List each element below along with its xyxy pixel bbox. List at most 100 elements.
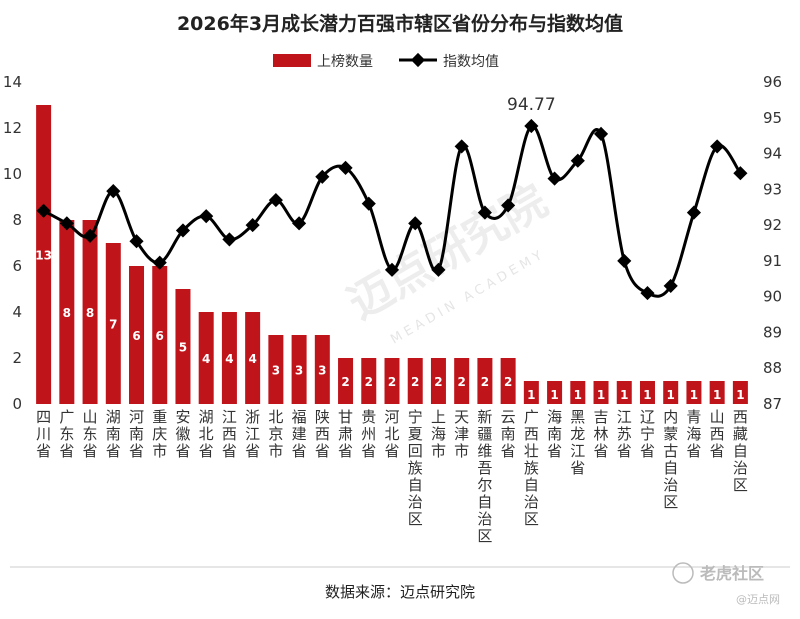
bar [152,266,168,404]
left-tick-label: 8 [12,211,22,229]
bar-value-label: 1 [736,388,744,402]
category-label: 云南省 [501,408,516,460]
category-label: 江苏省 [617,408,632,460]
line-point [686,205,702,220]
bar-value-label: 1 [620,388,628,402]
category-label: 宁夏回族自治区 [408,408,423,528]
bar-value-label: 2 [341,375,349,389]
bar [175,289,191,404]
line-point [593,126,609,141]
category-label: 河北省 [384,408,399,460]
line-point [477,205,492,220]
bar-value-label: 8 [86,306,94,320]
category-label: 内蒙古自治区 [663,408,678,511]
line-point [384,262,400,277]
category-label: 湖北省 [199,408,214,460]
line-series: 94.77 [36,95,748,301]
bar-value-label: 4 [225,352,233,366]
line-point [361,196,376,211]
bar-value-label: 3 [272,364,280,378]
tiger-logo-icon [672,562,694,584]
bar [59,220,75,404]
bar [663,381,679,404]
bar [500,358,516,404]
left-tick-label: 6 [12,257,22,275]
bar [593,381,609,404]
bar [570,381,586,404]
line-point [570,153,585,168]
bar [709,381,725,404]
category-label: 西藏自治区 [733,408,748,494]
bar-value-label: 1 [643,388,651,402]
bar [477,358,493,404]
bar-value-label: 2 [411,375,419,389]
line-point [501,198,516,213]
category-label: 新疆维吾尔自治区 [477,408,492,545]
bar [314,335,330,404]
legend-bar-swatch [273,54,311,67]
bar [268,335,284,404]
bar [639,381,655,404]
bar [523,381,539,404]
line-point [547,171,562,186]
category-label: 吉林省 [594,408,609,460]
bar-value-label: 7 [109,318,117,332]
right-tick-label: 94 [763,145,782,163]
bar [36,105,52,404]
category-label: 天津市 [454,408,469,460]
bar-value-label: 13 [35,249,52,263]
chart-title: 2026年3月成长潜力百强市辖区省份分布与指数均值 [177,12,623,35]
bar [430,358,446,404]
bar [384,358,400,404]
left-tick-label: 12 [3,119,22,137]
line-point [710,139,725,154]
bar-value-label: 1 [550,388,558,402]
bar-value-label: 1 [690,388,698,402]
bar-value-label: 4 [248,352,256,366]
line-point [222,232,237,247]
right-tick-label: 90 [763,288,782,306]
bar [245,312,261,404]
bar-value-label: 1 [597,388,605,402]
bar-value-label: 3 [318,364,326,378]
bar [105,243,121,404]
line-point [338,160,353,175]
bar-value-label: 6 [132,329,140,343]
right-tick-label: 95 [763,109,782,127]
legend: 上榜数量 指数均值 [273,52,499,70]
bar [338,358,354,404]
source-note: 数据来源：迈点研究院 [325,583,475,601]
bar [454,358,470,404]
bar-value-label: 2 [504,375,512,389]
left-tick-label: 14 [3,73,22,91]
corner-secondary: @迈点网 [736,593,780,606]
line-point [315,169,330,184]
bar [361,358,377,404]
right-tick-label: 87 [763,395,782,413]
line-point [454,139,469,154]
bar [291,335,307,404]
right-tick-label: 96 [763,73,782,91]
bar-value-label: 2 [388,375,396,389]
bar [732,381,748,404]
left-tick-label: 10 [3,165,22,183]
legend-bar-label: 上榜数量 [317,53,373,70]
corner-primary: 老虎社区 [699,564,764,583]
left-tick-label: 0 [12,395,22,413]
category-label: 黑龙江省 [570,408,585,477]
right-tick-label: 89 [763,323,782,341]
category-label: 陕西省 [315,408,330,460]
line-point [175,223,191,238]
bar [198,312,214,404]
category-label: 福建省 [292,408,307,460]
bar-value-label: 8 [63,306,71,320]
category-label: 上海市 [431,408,446,460]
bar [686,381,702,404]
category-label: 重庆市 [152,408,167,460]
category-label: 甘肃省 [338,408,353,460]
peak-annotation: 94.77 [507,95,556,115]
line-point [268,192,283,208]
category-label: 海南省 [547,408,562,460]
line-point [733,166,748,181]
